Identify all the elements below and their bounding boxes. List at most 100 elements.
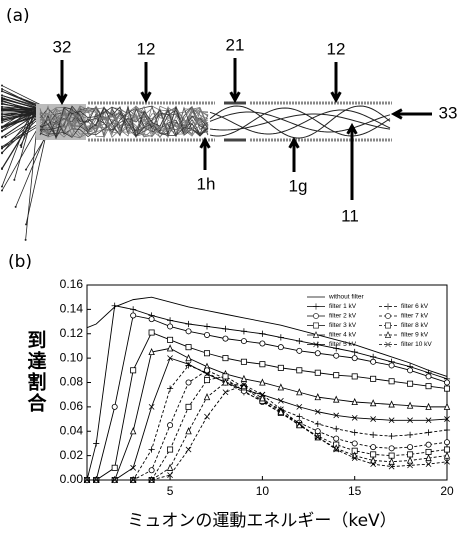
arrow-head xyxy=(199,136,211,149)
marker xyxy=(93,440,100,447)
marker xyxy=(259,330,266,337)
marker xyxy=(406,456,414,464)
callout: 33 xyxy=(439,103,458,122)
marker xyxy=(204,413,210,420)
marker xyxy=(240,374,248,382)
marker xyxy=(259,378,266,386)
trajectory xyxy=(39,104,209,140)
marker xyxy=(443,446,450,453)
trajectory xyxy=(209,107,391,137)
marker xyxy=(407,451,414,458)
marker xyxy=(333,395,340,403)
marker xyxy=(130,312,137,319)
marker xyxy=(314,420,321,428)
end-point xyxy=(1,90,3,93)
series-line xyxy=(86,296,448,377)
end-point xyxy=(1,100,3,103)
end-point xyxy=(1,129,3,132)
marker xyxy=(185,446,192,453)
marker xyxy=(222,373,229,380)
marker xyxy=(111,403,118,410)
marker xyxy=(296,337,303,345)
marker xyxy=(185,403,192,410)
marker xyxy=(203,367,210,374)
marker xyxy=(351,429,358,436)
marker xyxy=(351,455,358,461)
marker xyxy=(443,426,451,434)
end-point xyxy=(1,115,3,118)
trajectory xyxy=(39,106,209,139)
end-point xyxy=(1,147,3,150)
marker xyxy=(370,375,377,382)
trajectory xyxy=(1,107,31,128)
marker xyxy=(370,451,377,458)
x-tick-label: 10 xyxy=(256,484,270,498)
end-point xyxy=(1,87,3,90)
trajectory xyxy=(20,111,39,146)
marker xyxy=(370,358,377,365)
end-point xyxy=(1,84,3,87)
marker xyxy=(384,331,392,338)
marker xyxy=(385,313,391,319)
marker xyxy=(185,344,192,351)
panel-label: (b) xyxy=(8,252,32,272)
arrow-head xyxy=(346,122,358,135)
y-tick-label: 0.02 xyxy=(60,448,84,462)
plot: 0.00 0.02 0.04 0.06 0.08 0.10 0.12 0.14 0.16 5 10 1… xyxy=(60,277,454,498)
marker xyxy=(167,446,174,453)
marker xyxy=(333,352,340,359)
marker xyxy=(166,317,174,324)
marker xyxy=(277,383,285,391)
marker xyxy=(111,464,118,471)
end-point xyxy=(1,121,3,124)
marker xyxy=(333,412,340,419)
arrow-head xyxy=(288,136,300,149)
legend: without filter filter 1 kV filter 2 kV filt… xyxy=(307,294,432,348)
marker xyxy=(277,397,284,404)
marker xyxy=(277,344,284,351)
y-tick-label: 0.08 xyxy=(60,375,84,389)
end-point xyxy=(1,112,3,115)
marker xyxy=(388,452,395,459)
legend-label: without filter xyxy=(328,294,365,301)
marker xyxy=(259,340,266,347)
trajectory xyxy=(39,105,209,135)
marker xyxy=(407,417,413,424)
marker xyxy=(370,444,377,451)
marker xyxy=(313,341,319,348)
marker xyxy=(444,416,450,422)
y-tick-label: 0.10 xyxy=(60,350,84,364)
end-point xyxy=(1,125,3,128)
marker xyxy=(314,350,321,357)
marker xyxy=(222,325,229,332)
marker xyxy=(351,355,358,362)
marker xyxy=(314,434,321,441)
end-point xyxy=(1,97,3,100)
marker xyxy=(167,422,174,429)
end-point xyxy=(1,109,3,112)
legend-label: filter 2 kV xyxy=(329,313,357,320)
legend-label: filter 5 kV xyxy=(329,341,357,348)
end-point xyxy=(1,185,3,188)
marker xyxy=(312,303,320,310)
marker xyxy=(388,433,395,440)
marker xyxy=(425,417,432,424)
legend-label: filter 7 kV xyxy=(401,313,429,320)
y-tick-label: 0.12 xyxy=(60,326,84,340)
end-point xyxy=(1,117,3,120)
y-tick-label: 0.04 xyxy=(60,423,84,437)
marker xyxy=(130,464,137,471)
marker xyxy=(166,344,174,352)
marker xyxy=(385,322,391,329)
marker xyxy=(222,335,229,342)
marker xyxy=(84,477,90,483)
marker xyxy=(425,429,432,436)
panel-label: (a) xyxy=(6,6,30,26)
marker xyxy=(185,379,192,386)
marker xyxy=(111,302,118,309)
marker xyxy=(148,446,155,453)
legend-label: filter 10 kV xyxy=(401,341,432,348)
marker xyxy=(312,331,320,338)
end-point xyxy=(1,189,3,192)
